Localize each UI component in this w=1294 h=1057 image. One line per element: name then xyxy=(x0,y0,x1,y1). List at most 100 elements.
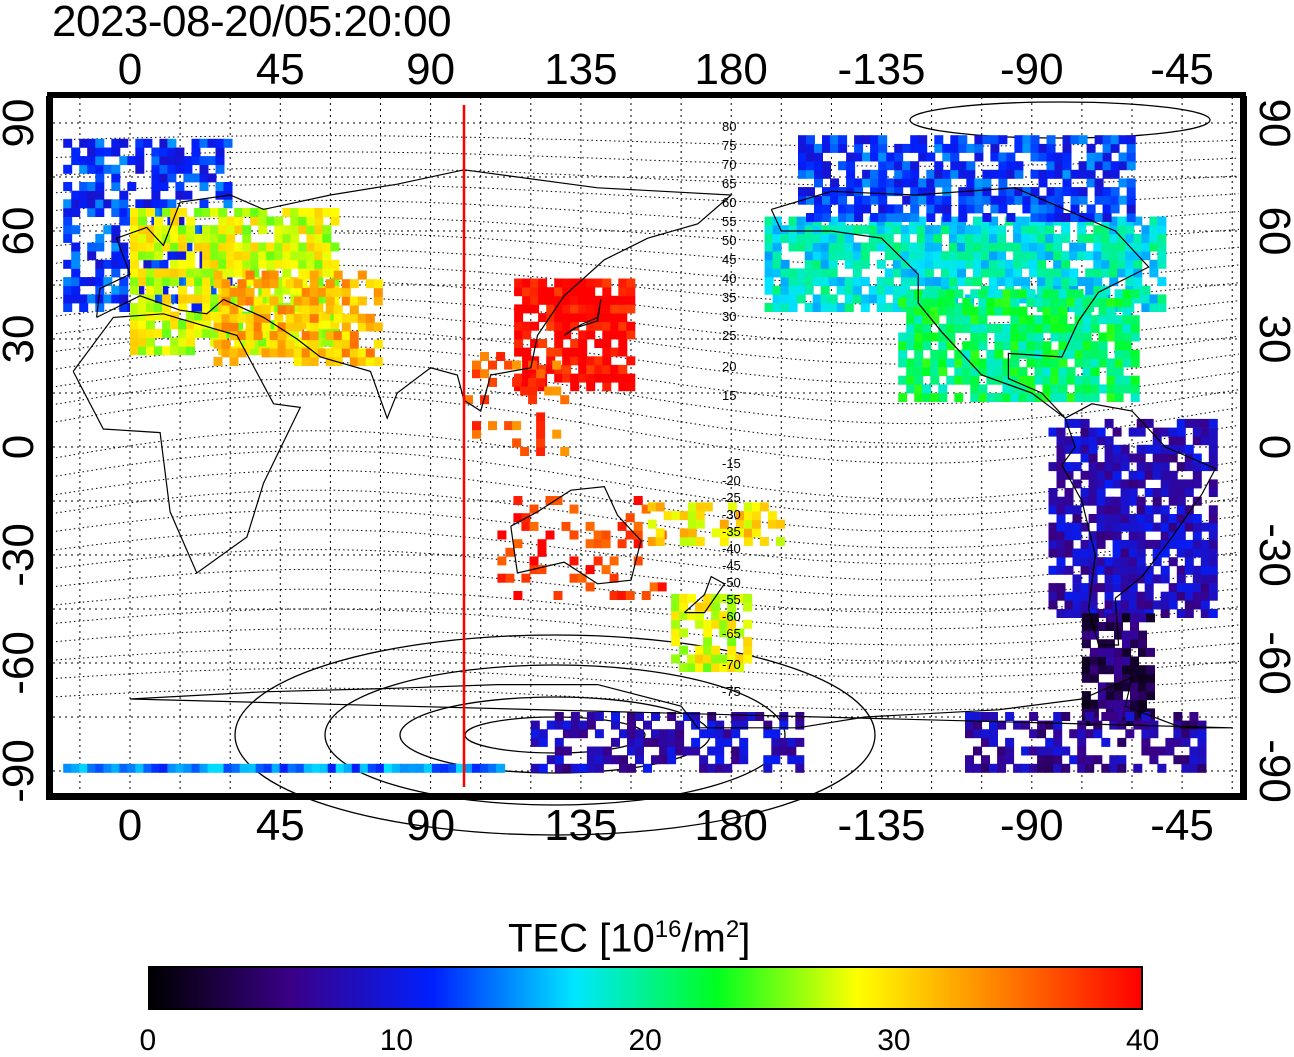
tec-cell xyxy=(1114,323,1124,333)
tec-cell xyxy=(1022,204,1032,214)
tec-cell xyxy=(71,251,81,261)
tec-cell xyxy=(1160,514,1170,523)
tec-cell xyxy=(1149,233,1159,243)
tec-cell xyxy=(994,323,1004,333)
tec-cell xyxy=(325,331,335,341)
tec-cell xyxy=(1089,647,1099,657)
tec-cell xyxy=(1184,565,1194,575)
tec-cell xyxy=(1010,375,1020,385)
tec-cell xyxy=(314,277,324,287)
tec-cell xyxy=(1069,729,1079,739)
tec-cell xyxy=(974,187,984,197)
tec-cell xyxy=(610,373,620,383)
tec-cell xyxy=(175,190,185,200)
tec-cell xyxy=(1022,143,1032,153)
tec-cell xyxy=(1013,233,1023,243)
tec-cell xyxy=(1058,367,1068,377)
tec-cell xyxy=(1144,574,1154,584)
tec-cell xyxy=(95,303,105,312)
tec-cell xyxy=(854,187,864,197)
tec-cell xyxy=(282,328,292,338)
tec-cell xyxy=(965,251,974,261)
tec-cell xyxy=(1053,242,1063,252)
tec-cell xyxy=(162,242,172,252)
tec-cell xyxy=(391,763,401,773)
tec-cell xyxy=(578,287,588,297)
tec-cell xyxy=(1105,665,1115,675)
tec-cell xyxy=(199,199,209,209)
tec-cell xyxy=(277,339,287,349)
tec-cell xyxy=(325,296,335,306)
tec-cell xyxy=(373,296,383,306)
tec-cell xyxy=(1104,522,1114,532)
tec-cell xyxy=(854,204,864,214)
tec-cell xyxy=(1101,242,1111,252)
tec-cell xyxy=(862,152,872,162)
tec-cell xyxy=(1128,453,1138,463)
tec-cell xyxy=(111,268,121,278)
tec-cell xyxy=(1152,462,1162,472)
tec-cell xyxy=(1189,729,1199,739)
tec-cell xyxy=(1013,268,1023,278)
tec-cell xyxy=(651,755,660,765)
tec-cell xyxy=(966,178,976,188)
tec-cell xyxy=(1006,152,1016,162)
tec-cell xyxy=(902,195,912,205)
contour-label-north: 35 xyxy=(722,290,736,305)
tec-cell xyxy=(1045,763,1055,773)
tec-cell xyxy=(146,277,155,287)
tec-cell xyxy=(242,208,252,217)
tec-cell xyxy=(1056,427,1066,437)
tec-cell xyxy=(215,147,225,157)
tec-cell xyxy=(536,447,546,456)
tec-cell xyxy=(221,279,231,289)
tec-cell xyxy=(111,199,121,209)
tec-cell xyxy=(924,242,934,252)
tec-cell xyxy=(570,373,580,383)
tec-cell xyxy=(949,268,958,278)
tec-cell xyxy=(772,242,782,252)
tec-cell xyxy=(914,375,924,385)
tec-cell xyxy=(602,755,612,765)
tec-cell xyxy=(1168,600,1178,610)
tec-cell xyxy=(1126,204,1136,214)
tec-cell xyxy=(87,208,97,217)
tec-cell xyxy=(1122,298,1132,307)
tec-cell xyxy=(1053,277,1063,287)
tec-cell xyxy=(814,213,823,222)
tec-cell xyxy=(1120,591,1130,601)
tec-cell xyxy=(1112,514,1122,523)
tec-cell xyxy=(1130,708,1139,718)
tec-cell xyxy=(602,364,612,374)
tec-cell xyxy=(719,611,729,621)
tec-cell xyxy=(341,348,351,358)
tec-cell xyxy=(111,182,121,191)
tec-cell xyxy=(1048,427,1058,437)
tec-cell xyxy=(1034,341,1044,351)
tec-cell xyxy=(764,233,774,243)
tec-cell xyxy=(1081,639,1091,649)
tec-cell xyxy=(1114,673,1123,683)
tec-cell xyxy=(1208,488,1218,497)
tec-cell xyxy=(1090,323,1100,333)
tec-cell xyxy=(1018,367,1028,377)
tec-cell xyxy=(846,204,856,214)
tec-cell xyxy=(191,763,201,773)
tec-cell xyxy=(822,161,831,171)
tec-cell xyxy=(707,763,717,773)
tec-cell xyxy=(1080,453,1090,463)
tec-cell xyxy=(1093,225,1103,235)
tec-cell xyxy=(918,135,928,145)
tec-cell xyxy=(844,285,854,295)
tec-cell xyxy=(1066,375,1076,385)
tec-cell xyxy=(1136,557,1146,567)
tec-cell xyxy=(138,251,147,261)
tec-cell xyxy=(994,367,1004,377)
tec-cell xyxy=(989,720,998,730)
tec-cell xyxy=(772,294,782,304)
coastline xyxy=(770,187,1150,419)
tec-cell xyxy=(1080,496,1090,506)
tec-cell xyxy=(496,352,506,361)
tec-cell xyxy=(617,591,627,600)
tec-cell xyxy=(221,322,231,332)
